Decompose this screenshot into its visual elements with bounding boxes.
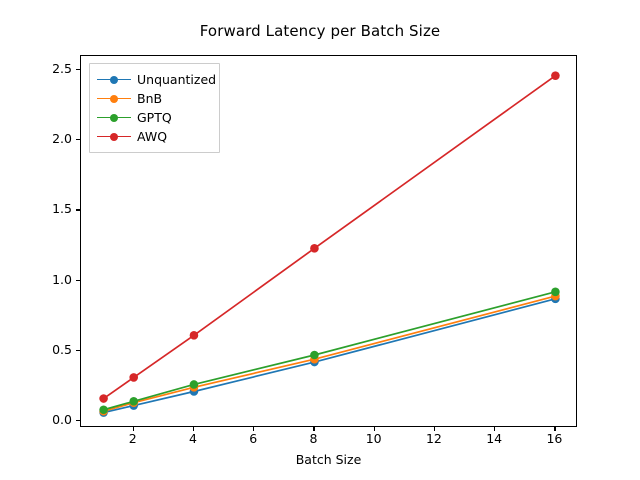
x-axis-tick-mark	[554, 427, 556, 431]
x-axis-tick-label: 16	[546, 431, 563, 446]
x-axis-tick-label: 6	[249, 431, 258, 446]
legend-item: Unquantized	[97, 70, 216, 89]
x-axis-tick-mark	[373, 427, 375, 431]
y-axis-tick-mark	[76, 69, 80, 71]
y-axis-tick-mark	[76, 209, 80, 211]
y-axis-tick-label: 1.5	[52, 201, 72, 217]
y-axis-tick-label: 2.5	[52, 61, 72, 77]
legend-marker-icon	[97, 111, 131, 125]
y-axis-tick-mark	[76, 349, 80, 351]
x-axis-tick-label: 4	[188, 431, 197, 446]
legend-item: GPTQ	[97, 108, 212, 127]
x-axis-tick-label: 14	[486, 431, 503, 446]
plot-lines-svg	[99, 71, 560, 417]
x-axis-tick-label: 12	[425, 431, 442, 446]
legend-item-label: AWQ	[137, 128, 168, 144]
legend-dot-icon	[110, 75, 118, 84]
x-axis-tick-mark	[253, 427, 255, 431]
x-axis-tick-mark	[192, 427, 195, 431]
chart-legend: Unquantized BnB GPTQ AWQ	[89, 63, 220, 153]
legend-item-label: GPTQ	[137, 109, 172, 125]
data-point-marker	[310, 350, 319, 360]
y-axis-tick-label: 1.0	[52, 271, 72, 287]
data-point-marker	[129, 373, 139, 382]
legend-dot-icon	[110, 113, 118, 122]
y-axis-tick-mark	[76, 279, 80, 281]
series-awq	[99, 71, 560, 403]
data-point-marker	[551, 71, 560, 80]
legend-item-label: BnB	[137, 90, 163, 106]
y-axis-tick-label: 2.0	[52, 131, 72, 147]
series-gptq	[99, 287, 560, 415]
x-axis-tick-label: 8	[309, 431, 318, 446]
chart-title: Forward Latency per Batch Size	[199, 22, 441, 40]
x-axis-tick-label: 10	[365, 431, 382, 446]
x-axis-tick-mark	[132, 427, 134, 431]
data-point-marker	[551, 287, 560, 297]
legend-item-label: Unquantized	[137, 71, 217, 87]
data-point-marker	[99, 405, 108, 415]
data-point-marker	[189, 331, 199, 340]
y-axis-tick-labels: 0.0 0.5 1.0 1.5 2.0 2.5	[30, 0, 72, 480]
data-point-marker	[310, 244, 319, 253]
x-axis-tick-label: 2	[128, 431, 137, 446]
legend-marker-icon	[97, 92, 131, 106]
x-axis-label: Batch Size	[295, 452, 362, 467]
y-axis-tick-label: 0.0	[52, 411, 72, 427]
data-point-marker	[99, 394, 108, 403]
x-axis-tick-mark	[313, 427, 315, 431]
legend-dot-icon	[110, 132, 118, 141]
x-axis-tick-mark	[433, 427, 436, 431]
legend-item: AWQ	[97, 127, 212, 146]
series-line	[102, 295, 557, 412]
y-axis-tick-label: 0.5	[52, 341, 72, 357]
legend-marker-icon	[97, 130, 131, 144]
y-axis-tick-mark	[76, 139, 80, 141]
legend-dot-icon	[110, 94, 118, 103]
legend-item: BnB	[97, 89, 212, 108]
data-point-marker	[129, 397, 139, 406]
x-axis-tick-mark	[494, 427, 496, 431]
legend-marker-icon	[97, 73, 131, 87]
y-axis-tick-mark	[76, 419, 80, 422]
data-point-marker	[189, 380, 199, 389]
